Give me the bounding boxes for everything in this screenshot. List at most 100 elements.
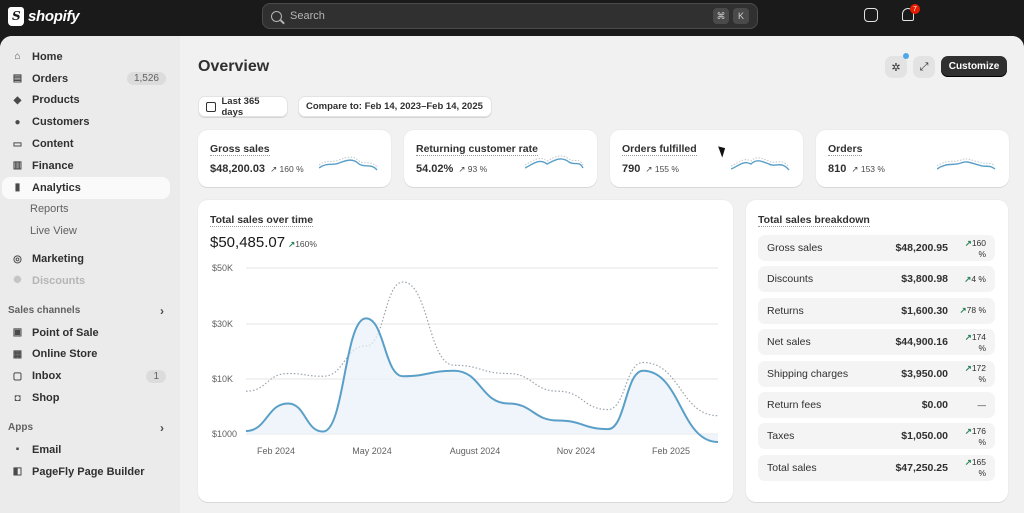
metric-card-gross-sales[interactable]: Gross sales $48,200.03 ↗ 160 % bbox=[198, 130, 391, 187]
y-tick-label: $30K bbox=[212, 319, 233, 329]
sidebar-item-online-store[interactable]: ▦ Online Store bbox=[2, 344, 170, 366]
sidebar-item-content[interactable]: ▭ Content bbox=[2, 133, 170, 155]
sidebar-item-home[interactable]: ⌂ Home bbox=[2, 46, 170, 68]
notification-badge: 7 bbox=[910, 4, 920, 14]
store-icon: ▦ bbox=[12, 348, 23, 360]
sales-channels-heading[interactable]: Sales channels › bbox=[0, 300, 170, 322]
x-tick-label: May 2024 bbox=[352, 446, 392, 456]
sales-total-value: $50,485.07 ↗160% bbox=[210, 234, 317, 251]
breakdown-row-gross-sales[interactable]: Gross sales $48,200.95 ↗160 % bbox=[758, 235, 995, 261]
metric-value-row: 790 ↗ 155 % bbox=[622, 163, 791, 175]
breakdown-change: — bbox=[977, 400, 987, 410]
breakdown-row-taxes[interactable]: Taxes $1,050.00 ↗176 % bbox=[758, 423, 995, 450]
metric-value-row: 54.02% ↗ 93 % bbox=[416, 163, 585, 175]
notifications-button[interactable]: 7 bbox=[902, 4, 920, 22]
breakdown-title[interactable]: Total sales breakdown bbox=[758, 214, 870, 227]
logo-text: shopify bbox=[28, 8, 80, 25]
sidebar-item-label: Content bbox=[32, 138, 74, 151]
page-title: Overview bbox=[198, 58, 270, 75]
sidebar-item-pagefly-page-builder[interactable]: ◧ PageFly Page Builder bbox=[2, 461, 170, 483]
k-key: K bbox=[733, 8, 749, 24]
series-area bbox=[246, 318, 718, 442]
customize-button[interactable]: Customize bbox=[941, 56, 1007, 77]
chevron-right-icon: › bbox=[160, 420, 164, 435]
sparkline bbox=[731, 157, 790, 171]
metric-card-orders[interactable]: Orders 810 ↗ 153 % bbox=[816, 130, 1009, 187]
sidebar-item-products[interactable]: ◆ Products bbox=[2, 90, 170, 112]
search-input[interactable]: Search ⌘ K bbox=[262, 3, 758, 29]
breakdown-row-shipping-charges[interactable]: Shipping charges $3,950.00 ↗172 % bbox=[758, 360, 995, 387]
sidebar-item-point-of-sale[interactable]: ▣ Point of Sale bbox=[2, 322, 170, 344]
sidebar-item-marketing[interactable]: ◎ Marketing bbox=[2, 248, 170, 270]
breakdown-row-total-sales[interactable]: Total sales $47,250.25 ↗165 % bbox=[758, 454, 995, 481]
breakdown-change: ↗172 % bbox=[964, 363, 986, 385]
date-range-picker[interactable]: Last 365 days bbox=[198, 96, 288, 118]
breakdown-value: $3,950.00 bbox=[901, 367, 948, 380]
y-tick-label: $1000 bbox=[212, 429, 237, 439]
chevron-right-icon: › bbox=[160, 303, 164, 318]
fullscreen-button[interactable]: ⤢ bbox=[913, 56, 935, 78]
breakdown-row-return-fees[interactable]: Return fees $0.00 — bbox=[758, 392, 995, 418]
sidebar-item-orders[interactable]: ▤ Orders 1,526 bbox=[2, 68, 170, 90]
breakdown-label: Taxes bbox=[767, 430, 795, 443]
ai-insights-button[interactable]: ✲ bbox=[885, 53, 909, 78]
breakdown-value: $1,600.30 bbox=[901, 304, 948, 317]
metric-change: ↗ 153 % bbox=[851, 164, 885, 174]
breakdown-change: ↗160 % bbox=[964, 237, 986, 259]
breakdown-label: Total sales bbox=[767, 461, 817, 474]
search-icon bbox=[271, 10, 282, 22]
x-tick-label: August 2024 bbox=[450, 446, 501, 456]
sidebar-item-label: Online Store bbox=[32, 348, 98, 361]
breakdown-value: $48,200.95 bbox=[895, 242, 948, 254]
sidebar-item-label: Shop bbox=[32, 392, 60, 405]
shopify-logo[interactable]: shopify bbox=[8, 7, 80, 26]
breakdown-change: ↗176 % bbox=[964, 425, 986, 447]
sidebar-item-customers[interactable]: ● Customers bbox=[2, 111, 170, 133]
breakdown-change: ↗174 % bbox=[964, 331, 986, 353]
breakdown-label: Returns bbox=[767, 304, 804, 317]
sales-line-chart[interactable]: $50K $30K $10K $1000 Feb 2024 May 2024 August … bbox=[198, 200, 733, 502]
search-placeholder: Search bbox=[290, 10, 325, 22]
new-indicator-dot bbox=[903, 53, 909, 59]
y-tick-label: $10K bbox=[212, 374, 233, 384]
metric-value: 810 bbox=[828, 163, 847, 175]
metric-label: Gross sales bbox=[210, 143, 270, 156]
compare-picker[interactable]: Compare to: Feb 14, 2023–Feb 14, 2025 bbox=[298, 96, 492, 117]
sales-over-time-title[interactable]: Total sales over time bbox=[210, 214, 314, 227]
bell-icon bbox=[902, 8, 914, 21]
breakdown-label: Discounts bbox=[767, 273, 814, 286]
sidebar-item-email[interactable]: ▪ Email bbox=[2, 439, 170, 461]
sidebar-item-label: Email bbox=[32, 443, 62, 456]
breakdown-row-discounts[interactable]: Discounts $3,800.98 ↗4 % bbox=[758, 266, 995, 293]
sidebar-item-inbox[interactable]: ▢ Inbox 1 bbox=[2, 365, 170, 387]
sales-total-amount: $50,485.07 bbox=[210, 234, 286, 251]
metric-card-returning-customer-rate[interactable]: Returning customer rate 54.02% ↗ 93 % bbox=[404, 130, 597, 187]
sidebar-item-analytics[interactable]: ▮ Analytics bbox=[2, 176, 170, 199]
sales-breakdown-card: Total sales breakdown Gross sales $48,200… bbox=[746, 200, 1008, 502]
sidebar-item-label: Home bbox=[32, 50, 63, 63]
sparkline bbox=[319, 156, 378, 171]
calendar-icon bbox=[206, 101, 216, 112]
sidebar-item-reports[interactable]: Reports bbox=[2, 199, 170, 221]
breakdown-row-net-sales[interactable]: Net sales $44,900.16 ↗174 % bbox=[758, 329, 995, 356]
apps-heading[interactable]: Apps › bbox=[0, 417, 170, 439]
sidebar: ⌂ Home ▤ Orders 1,526 ◆ Products ● Customers ▭ Con… bbox=[0, 36, 180, 513]
command-key: ⌘ bbox=[713, 8, 729, 24]
sidebar-item-label: Products bbox=[32, 94, 80, 107]
sidebar-item-shop[interactable]: ◘ Shop bbox=[2, 387, 170, 409]
breakdown-row-returns[interactable]: Returns $1,600.30 ↗78 % bbox=[758, 297, 995, 324]
orders-icon: ▤ bbox=[12, 73, 23, 85]
sidebar-item-finance[interactable]: ▥ Finance bbox=[2, 155, 170, 177]
apps-heading-label: Apps bbox=[8, 422, 33, 434]
breakdown-value: $0.00 bbox=[921, 399, 948, 411]
content-icon: ▭ bbox=[12, 138, 23, 150]
breakdown-value: $1,050.00 bbox=[901, 430, 948, 443]
metric-value-row: 810 ↗ 153 % bbox=[828, 163, 997, 175]
store-switcher-icon[interactable] bbox=[864, 8, 878, 22]
tag-icon: ◆ bbox=[13, 94, 22, 106]
breakdown-label: Shipping charges bbox=[767, 367, 849, 380]
breakdown-value: $3,800.98 bbox=[901, 273, 948, 286]
metric-card-orders-fulfilled[interactable]: Orders fulfilled 790 ↗ 155 % bbox=[610, 130, 803, 187]
sidebar-item-live-view[interactable]: Live View bbox=[2, 220, 170, 242]
metric-label: Orders fulfilled bbox=[622, 143, 697, 156]
